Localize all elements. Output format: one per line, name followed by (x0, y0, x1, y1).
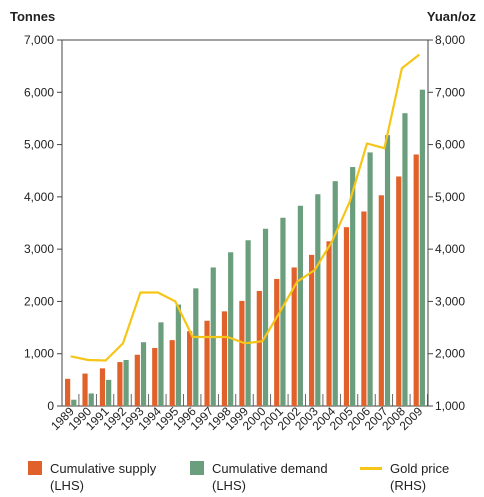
bar-cumulative-demand (158, 322, 164, 406)
right-tick-label: 3,000 (435, 294, 465, 308)
bar-cumulative-demand (384, 135, 391, 406)
right-axis-title: Yuan/oz (427, 9, 477, 24)
left-tick-label: 1,000 (24, 347, 54, 361)
bar-cumulative-supply (117, 362, 123, 406)
right-tick-label: 4,000 (435, 242, 465, 256)
legend-swatch-gold-price (360, 467, 382, 470)
bar-cumulative-supply (256, 290, 262, 406)
legend-item-supply: Cumulative supply (LHS) (28, 460, 156, 494)
left-tick-label: 0 (47, 399, 54, 413)
bar-cumulative-demand (297, 205, 303, 406)
bar-cumulative-supply (65, 378, 71, 406)
line-layer (70, 53, 420, 362)
bar-cumulative-supply (152, 347, 158, 406)
legend-label-demand: Cumulative demand (LHS) (212, 461, 328, 493)
left-axis-title: Tonnes (10, 9, 55, 24)
left-tick-label: 6,000 (24, 85, 54, 99)
bar-cumulative-demand (332, 181, 338, 406)
bar-cumulative-supply (134, 354, 140, 406)
bar-cumulative-demand (140, 342, 147, 406)
bar-cumulative-demand (245, 240, 251, 406)
bars-layer (65, 89, 425, 407)
bar-cumulative-supply (378, 195, 384, 406)
bar-cumulative-supply (343, 227, 350, 406)
bar-cumulative-supply (99, 368, 106, 406)
legend-swatch-demand (190, 461, 204, 475)
bar-cumulative-supply (361, 211, 367, 406)
right-tick-label: 6,000 (435, 138, 465, 152)
right-tick-label: 1,000 (435, 399, 465, 413)
bar-cumulative-supply (169, 340, 175, 406)
legend-label-supply: Cumulative supply (LHS) (50, 461, 157, 493)
bar-cumulative-demand (228, 252, 234, 406)
bar-cumulative-demand (193, 288, 199, 406)
bar-cumulative-supply (291, 267, 297, 406)
bar-cumulative-supply (326, 241, 332, 406)
bar-cumulative-demand (123, 359, 129, 406)
legend-item-gold-price: Gold price (RHS) (360, 460, 449, 494)
bar-cumulative-demand (88, 393, 94, 406)
combo-chart: Tonnes Yuan/oz 0 1,000 2,000 3,000 4,000 5,00… (10, 9, 477, 433)
bar-cumulative-supply (187, 331, 193, 406)
plot-frame (61, 39, 429, 407)
bar-cumulative-supply (413, 154, 419, 406)
bar-cumulative-supply (274, 278, 280, 406)
left-tick-label: 5,000 (24, 138, 54, 152)
bar-cumulative-demand (315, 194, 321, 406)
bar-cumulative-supply (309, 254, 315, 406)
bar-cumulative-supply (239, 300, 245, 406)
bar-cumulative-demand (280, 217, 286, 406)
bar-cumulative-supply (204, 320, 210, 406)
left-tick-label: 4,000 (24, 190, 54, 204)
legend-label-gold-price: Gold price (RHS) (390, 461, 450, 493)
bar-cumulative-demand (106, 379, 112, 406)
bar-cumulative-demand (262, 228, 269, 406)
bar-cumulative-demand (367, 152, 373, 406)
legend: Cumulative supply (LHS) Cumulative deman… (0, 460, 484, 497)
bar-cumulative-demand (419, 89, 425, 407)
left-axis: 0 1,000 2,000 3,000 4,000 5,000 6,000 7,000 (24, 33, 62, 413)
bar-cumulative-demand (71, 399, 77, 406)
right-tick-label: 8,000 (435, 33, 465, 47)
left-tick-label: 2,000 (24, 294, 54, 308)
legend-swatch-supply (28, 461, 42, 475)
bar-cumulative-demand (350, 167, 356, 406)
left-tick-label: 3,000 (24, 242, 54, 256)
bar-cumulative-supply (221, 311, 228, 406)
bar-cumulative-demand (402, 113, 408, 406)
bar-cumulative-supply (82, 373, 88, 406)
bar-cumulative-demand (175, 304, 181, 406)
bar-cumulative-supply (396, 176, 402, 406)
right-tick-label: 7,000 (435, 85, 465, 99)
left-tick-label: 7,000 (24, 33, 54, 47)
right-axis: 1,000 2,000 3,000 4,000 5,000 6,000 7,000 8,000 (428, 33, 465, 413)
right-tick-label: 2,000 (435, 347, 465, 361)
right-tick-label: 5,000 (435, 190, 465, 204)
legend-item-demand: Cumulative demand (LHS) (190, 460, 328, 494)
gold-price-line (70, 53, 420, 362)
